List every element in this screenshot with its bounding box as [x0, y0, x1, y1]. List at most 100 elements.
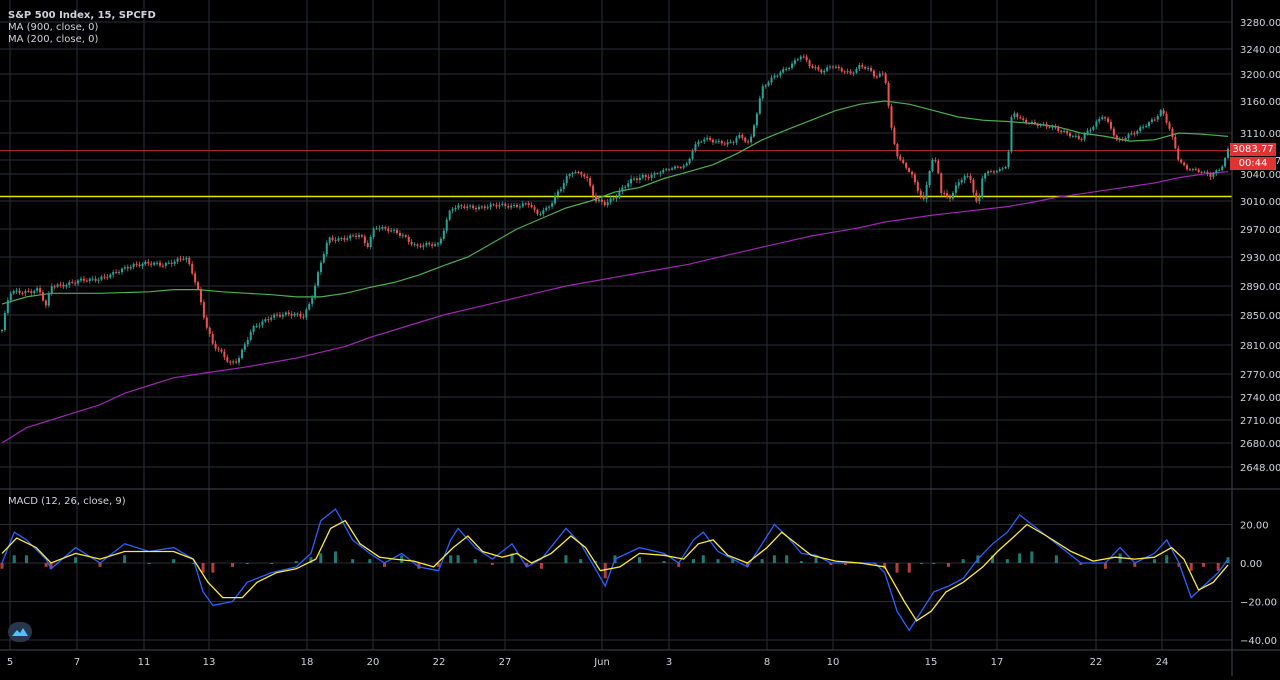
macd-histogram-bar: [1133, 563, 1137, 567]
candle-body: [120, 268, 123, 273]
candle-body: [1080, 138, 1083, 140]
candle-body: [1007, 151, 1010, 167]
candle-body: [132, 263, 135, 267]
candle-body: [214, 343, 217, 349]
candle-body: [278, 314, 281, 317]
candle-body: [1142, 126, 1145, 128]
candle-body: [1, 330, 3, 331]
candle-body: [709, 137, 712, 140]
price-legend: S&P 500 Index, 15, SPCFD MA (900, close,…: [8, 10, 156, 46]
candle-body: [1001, 168, 1004, 170]
candle-body: [50, 286, 53, 294]
candle-body: [65, 285, 68, 287]
candle-body: [597, 199, 600, 202]
candle-body: [425, 242, 428, 246]
price-tick-label: 2970.00: [1240, 225, 1280, 236]
candle-body: [311, 297, 314, 304]
candle-body: [1022, 118, 1025, 120]
candle-body: [665, 169, 668, 171]
candle-body: [483, 206, 486, 209]
x-tick-label: 27: [499, 657, 512, 668]
macd-histogram-bar: [211, 563, 215, 573]
candle-body: [621, 187, 624, 192]
x-tick-label: 15: [925, 657, 938, 668]
candle-body: [41, 292, 44, 301]
candle-body: [161, 265, 164, 267]
candle-body: [369, 236, 372, 248]
x-tick-label: 3: [666, 657, 672, 668]
candle-body: [319, 262, 322, 273]
macd-histogram-bar: [172, 559, 176, 563]
candle-body: [1016, 113, 1019, 118]
symbol-label[interactable]: S&P 500 Index, 15, SPCFD: [8, 10, 156, 21]
candle-body: [156, 262, 159, 264]
candle-body: [586, 176, 589, 179]
candle-body: [39, 288, 42, 293]
macd-histogram-bar: [1165, 555, 1169, 563]
candle-body: [1156, 115, 1159, 120]
candle-body: [1174, 136, 1177, 149]
candle-body: [264, 319, 267, 322]
candle-body: [951, 192, 954, 199]
candle-body: [486, 207, 489, 209]
candle-body: [270, 317, 273, 320]
x-tick-label: 17: [991, 657, 1004, 668]
candle-body: [861, 65, 864, 67]
candle-body: [191, 263, 194, 274]
candle-body: [252, 326, 255, 332]
ma900-legend[interactable]: MA (900, close, 0): [8, 22, 99, 33]
candle-body: [173, 261, 176, 264]
candle-body: [384, 227, 387, 229]
macd-histogram-bar: [449, 555, 453, 563]
candle-body: [454, 207, 457, 210]
macd-label[interactable]: MACD (12, 26, close, 9): [8, 496, 126, 507]
candle-body: [407, 236, 410, 242]
candle-body: [624, 186, 627, 188]
macd-histogram-bar: [44, 563, 48, 567]
macd-histogram-bar: [1177, 563, 1181, 567]
ma200-legend[interactable]: MA (200, close, 0): [8, 34, 99, 45]
candle-body: [6, 300, 9, 313]
candle-body: [182, 258, 185, 260]
candle-body: [346, 238, 349, 240]
macd-histogram-bar: [1103, 563, 1107, 569]
x-tick-label: 10: [827, 657, 840, 668]
macd-histogram-bar: [400, 555, 404, 563]
candle-body: [267, 319, 270, 321]
candle-body: [1010, 117, 1013, 152]
candle-body: [249, 331, 252, 340]
candle-body: [691, 150, 694, 159]
candle-body: [779, 72, 782, 76]
candle-body: [1098, 118, 1101, 122]
macd-histogram-bar: [510, 553, 514, 563]
candle-body: [504, 203, 507, 206]
candle-body: [615, 197, 618, 199]
candle-body: [1221, 166, 1224, 170]
candle-body: [308, 303, 311, 310]
macd-legend: MACD (12, 26, close, 9): [8, 496, 126, 508]
signal-line: [1, 519, 1229, 622]
candle-body: [293, 314, 296, 316]
candle-body: [220, 349, 223, 352]
candle-body: [987, 171, 990, 174]
candle-body: [729, 141, 732, 143]
macd-panel: [0, 508, 1230, 632]
candle-body: [91, 278, 94, 280]
candle-body: [194, 273, 197, 283]
candle-body: [814, 67, 817, 69]
candle-body: [1068, 133, 1071, 137]
candle-body: [284, 312, 287, 315]
candle-body: [74, 282, 77, 284]
candle-body: [606, 202, 609, 206]
candle-body: [618, 191, 621, 198]
tradingview-logo-icon[interactable]: [8, 622, 32, 642]
candle-body: [881, 73, 884, 75]
candle-body: [659, 172, 662, 174]
macd-histogram-bar: [230, 563, 234, 567]
candle-body: [831, 66, 834, 68]
candle-body: [785, 68, 788, 70]
candle-body: [331, 237, 334, 240]
candle-body: [287, 312, 290, 315]
